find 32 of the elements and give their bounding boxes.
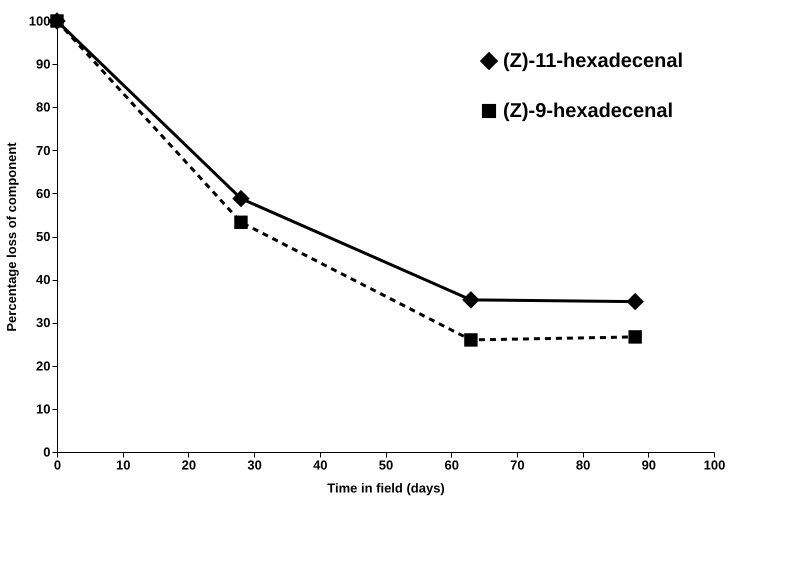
y-tick-label: 80 (36, 100, 50, 115)
y-tick-label: 10 (36, 401, 50, 416)
x-tick-label: 100 (704, 458, 726, 472)
x-tick-label: 0 (54, 458, 62, 472)
legend-label: (Z)-11-hexadecenal (503, 50, 684, 72)
x-tick-label: 80 (576, 458, 590, 472)
y-axis-title: Percentage loss of component (4, 142, 19, 332)
x-tick-label: 50 (378, 458, 394, 472)
x-tick-label: 40 (313, 458, 328, 472)
x-tick-label: 90 (642, 458, 656, 472)
x-tick-label: 10 (116, 458, 130, 472)
x-tick-label: 20 (182, 458, 196, 472)
point (626, 292, 644, 310)
point (232, 190, 250, 208)
point (464, 333, 478, 347)
y-tick-label: 50 (36, 229, 50, 244)
y-tick-label: 30 (36, 315, 50, 330)
point (234, 216, 248, 229)
x-tick-label: 30 (247, 458, 262, 472)
point (462, 291, 480, 309)
y-tick-label: 40 (36, 272, 50, 288)
x-tick-label: 70 (510, 458, 525, 472)
y-tick-label: 70 (36, 142, 50, 158)
x-tick-label: 60 (444, 458, 459, 472)
point (628, 330, 642, 344)
x-axis-title: Time in field (days) (327, 480, 445, 496)
y-tick-label: 90 (36, 56, 50, 72)
y-tick-label: 60 (36, 186, 50, 201)
y-tick-label: 20 (36, 358, 50, 374)
y-tick-label: 100 (28, 14, 50, 28)
legend-label: (Z)-9-hexadecenal (503, 100, 674, 122)
y-tick-label: 0 (43, 444, 50, 460)
